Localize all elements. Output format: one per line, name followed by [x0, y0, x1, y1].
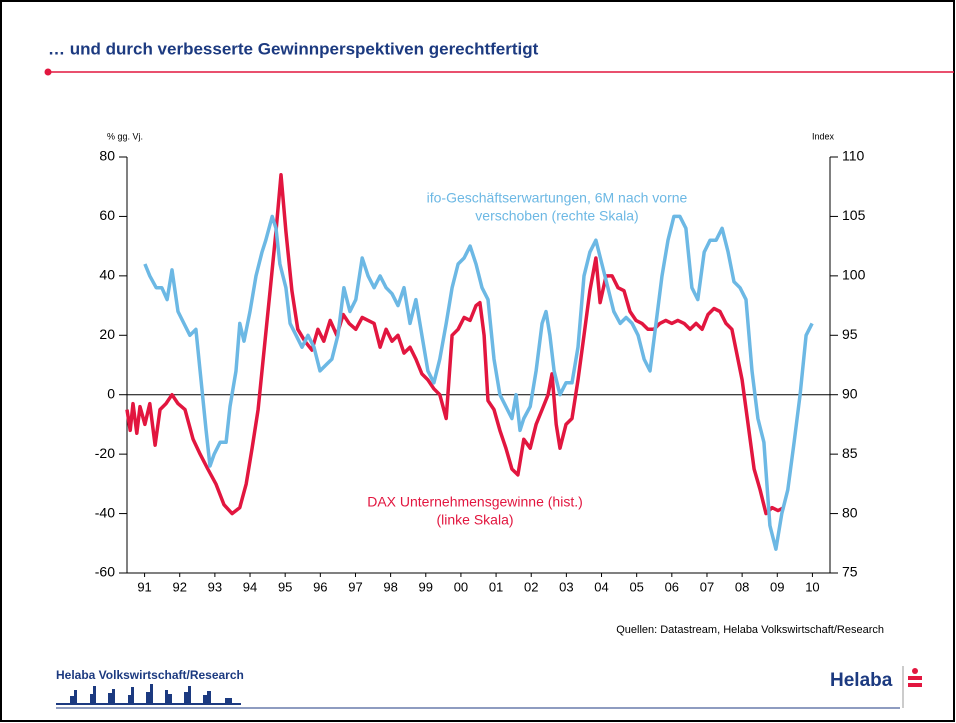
annotation: DAX Unternehmensgewinne (hist.): [367, 494, 583, 510]
y-tick-label: 40: [99, 267, 115, 283]
x-tick-label: 07: [700, 579, 714, 594]
x-tick-label: 09: [770, 579, 784, 594]
y-tick-label: 60: [99, 207, 115, 223]
annotation: verschoben (rechte Skala): [475, 208, 638, 224]
y2-tick-label: 100: [842, 267, 866, 283]
y-tick-label: 20: [99, 326, 115, 342]
y2-tick-label: 105: [842, 207, 866, 223]
y2-tick-label: 95: [842, 326, 858, 342]
y-tick-label: -60: [95, 564, 115, 580]
x-tick-label: 00: [454, 579, 468, 594]
x-tick-label: 04: [594, 579, 608, 594]
x-tick-label: 98: [383, 579, 397, 594]
y-tick-label: 0: [107, 385, 115, 401]
x-tick-label: 02: [524, 579, 538, 594]
slide-title: … und durch verbesserte Gewinnperspektiv…: [48, 39, 539, 58]
y2-tick-label: 75: [842, 564, 858, 580]
annotation: ifo-Geschäftserwartungen, 6M nach vorne: [427, 190, 688, 206]
x-tick-label: 10: [805, 579, 819, 594]
title-dot: [45, 69, 52, 76]
logo-text: Helaba: [830, 670, 893, 691]
y-axis-label: % gg. Vj.: [107, 131, 143, 141]
x-tick-label: 92: [172, 579, 186, 594]
slide-frame: [1, 1, 954, 721]
x-tick-label: 08: [735, 579, 749, 594]
footer-text: Helaba Volkswirtschaft/Research: [56, 668, 244, 682]
x-tick-label: 94: [243, 579, 257, 594]
x-tick-label: 06: [665, 579, 679, 594]
annotation: (linke Skala): [436, 512, 513, 528]
y2-tick-label: 85: [842, 445, 858, 461]
source: Quellen: Datastream, Helaba Volkswirtsch…: [616, 624, 884, 636]
x-tick-label: 93: [208, 579, 222, 594]
x-tick-label: 01: [489, 579, 503, 594]
x-tick-label: 99: [419, 579, 433, 594]
y-tick-label: -40: [95, 504, 115, 520]
x-tick-label: 97: [348, 579, 362, 594]
x-tick-label: 03: [559, 579, 573, 594]
y2-axis-label: Index: [812, 131, 835, 141]
y-tick-label: 80: [99, 148, 115, 164]
x-tick-label: 96: [313, 579, 327, 594]
slide: … und durch verbesserte Gewinnperspektiv…: [0, 0, 956, 723]
y2-tick-label: 110: [842, 148, 865, 164]
x-tick-label: 91: [137, 579, 151, 594]
x-tick-label: 95: [278, 579, 292, 594]
y2-tick-label: 80: [842, 504, 858, 520]
y2-tick-label: 90: [842, 385, 858, 401]
x-tick-label: 05: [629, 579, 643, 594]
y-tick-label: -20: [95, 445, 115, 461]
